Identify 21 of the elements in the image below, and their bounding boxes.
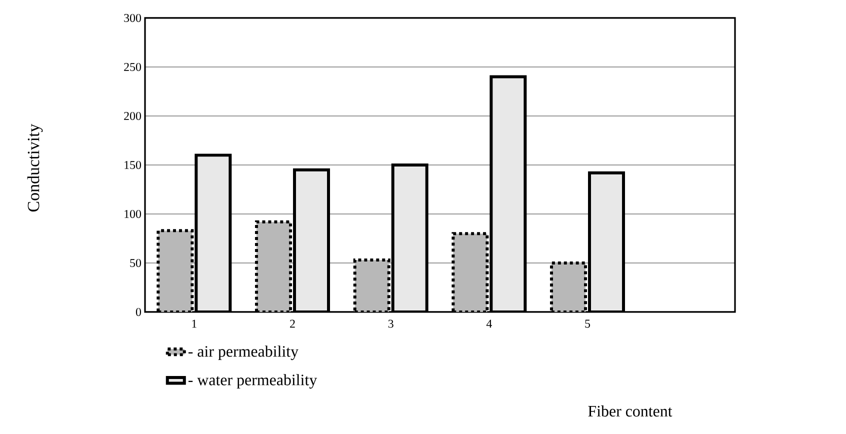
bar	[255, 220, 292, 312]
x-tick-label: 2	[290, 320, 295, 328]
bar	[452, 232, 489, 312]
y-tick-label: 0	[136, 308, 142, 316]
y-tick-label: 300	[124, 14, 142, 22]
x-tick-label: 5	[585, 320, 590, 328]
y-axis-title: Conductivity	[27, 124, 43, 212]
bar	[353, 258, 390, 312]
bar	[550, 261, 587, 312]
y-tick-label: 100	[124, 210, 142, 218]
x-tick-label: 3	[388, 320, 394, 328]
x-tick-label: 4	[486, 320, 492, 328]
y-tick-label: 50	[130, 258, 142, 268]
x-tick-label: 1	[192, 320, 196, 328]
legend-label: - water permeability	[188, 374, 318, 389]
y-tick-label: 150	[124, 160, 142, 170]
bar	[156, 229, 194, 312]
y-tick-label: 250	[124, 62, 142, 72]
legend-label: - air permeability	[188, 346, 298, 360]
x-axis-title: Fiber content	[588, 405, 672, 417]
y-tick-label: 200	[124, 112, 142, 120]
